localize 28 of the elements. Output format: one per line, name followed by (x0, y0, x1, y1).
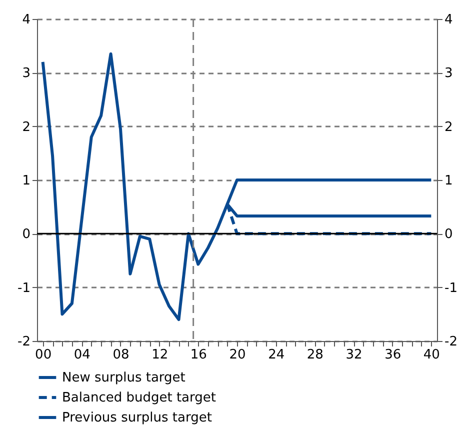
y2-tick-label: 4 (444, 12, 453, 28)
legend-label: Balanced budget target (62, 390, 216, 406)
y2-tick-label: 1 (444, 174, 453, 188)
y-tick-label: 4 (22, 12, 30, 28)
legend-label: Previous surplus target (62, 410, 212, 426)
x-tick-label: 12 (152, 348, 168, 362)
x-tick-label: 20 (229, 348, 246, 362)
y-tick-label: 0 (22, 227, 30, 242)
y2-tick-label: -1 (444, 280, 458, 296)
x-tick-label: 00 (35, 348, 52, 362)
y-tick-label: -2 (18, 334, 30, 350)
y2-tick-label: -2 (444, 334, 458, 350)
y2-tick-label: 2 (444, 120, 453, 135)
x-tick-label: 40 (423, 348, 440, 362)
x-tick-label: 28 (306, 348, 324, 362)
y-tick-label: -1 (18, 280, 30, 296)
y-tick-label: 2 (22, 120, 30, 135)
y2-tick-label: 3 (444, 66, 453, 82)
x-tick-label: 16 (190, 348, 207, 362)
y2-tick-label: 0 (444, 227, 453, 242)
legend-label: New surplus target (62, 370, 186, 386)
x-tick-label: 24 (268, 348, 285, 362)
x-tick-label: 36 (384, 348, 402, 362)
x-tick-label: 08 (112, 348, 130, 362)
x-tick-label: 32 (346, 348, 362, 362)
y-tick-label: 3 (22, 66, 30, 82)
x-tick-label: 04 (74, 348, 90, 362)
y-tick-label: 1 (22, 174, 30, 188)
